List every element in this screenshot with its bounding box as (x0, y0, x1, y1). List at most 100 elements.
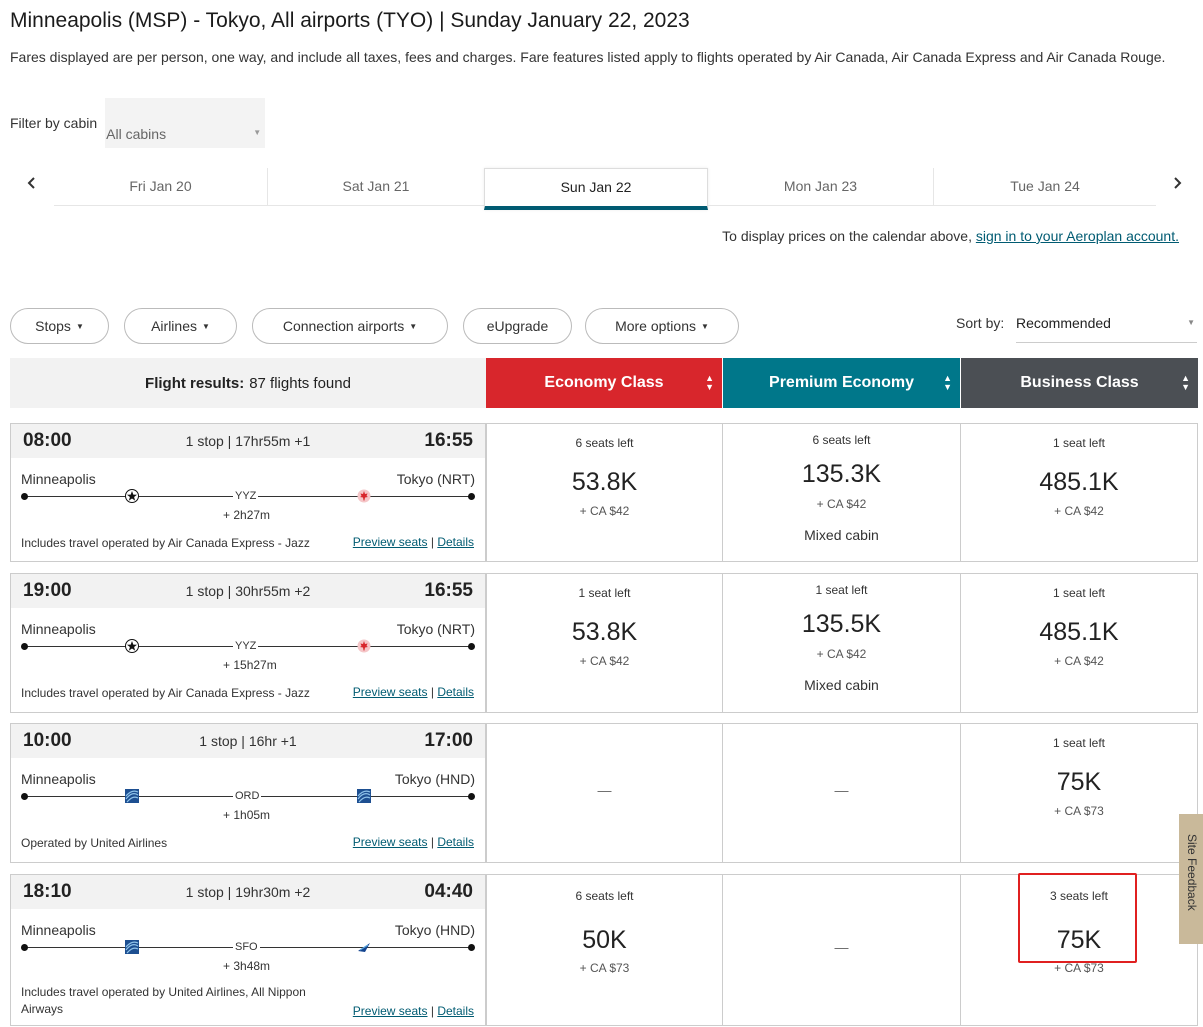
departure-time: 10:00 (23, 730, 72, 751)
preview-seats-link[interactable]: Preview seats (352, 835, 428, 849)
fare-unavailable: — (597, 782, 612, 798)
premium-economy-header[interactable]: Premium Economy ▲ ▼ (723, 358, 960, 408)
date-tab-sun-jan-22[interactable]: Sun Jan 22 (484, 168, 708, 210)
route-start-dot (21, 944, 28, 951)
route-end-dot (468, 793, 475, 800)
departure-time: 08:00 (23, 430, 72, 451)
seats-left: 1 seat left (578, 586, 631, 600)
details-link[interactable]: Details (437, 535, 474, 549)
sort-select[interactable]: Recommended ▼ (1016, 310, 1197, 343)
fare-cell-premium: — (722, 874, 961, 1026)
preview-seats-link[interactable]: Preview seats (352, 685, 428, 699)
route-end-dot (468, 493, 475, 500)
united-globe-icon (357, 789, 371, 803)
route-start-dot (21, 643, 28, 650)
fare-taxes: + CA $42 (816, 497, 867, 511)
flight-card: 18:10 1 stop | 19hr30m +2 04:40 Minneapo… (10, 874, 486, 1026)
origin-city: Minneapolis (21, 922, 96, 938)
details-link[interactable]: Details (437, 835, 474, 849)
selected-fare-highlight (1018, 873, 1137, 963)
departure-time: 18:10 (23, 881, 72, 902)
maple-leaf-icon (357, 489, 371, 503)
prev-date-arrow-icon[interactable] (22, 176, 42, 195)
fare-points: 135.3K (801, 460, 882, 488)
destination-city: Tokyo (NRT) (396, 621, 475, 637)
layover-time: + 2h27m (223, 508, 271, 522)
fare-cell-business[interactable]: 1 seat left 485.1K + CA $42 (960, 573, 1198, 713)
airlines-filter-button[interactable]: Airlines ▼ (124, 308, 237, 344)
stops-duration: 1 stop | 30hr55m +2 (185, 583, 311, 599)
fare-cell-premium[interactable]: 6 seats left 135.3K + CA $42 Mixed cabin (722, 423, 961, 562)
date-tab-tue-jan-24[interactable]: Tue Jan 24 (934, 168, 1156, 206)
link-separator: | (430, 685, 434, 699)
fare-cell-business[interactable]: 1 seat left 75K + CA $73 (960, 723, 1198, 863)
route-end-dot (468, 944, 475, 951)
fare-points: 50K (582, 926, 627, 954)
fare-cell-business[interactable]: 1 seat left 485.1K + CA $42 (960, 423, 1198, 562)
eupgrade-button[interactable]: eUpgrade (463, 308, 572, 344)
details-link[interactable]: Details (437, 1004, 474, 1018)
fare-points: 53.8K (571, 618, 638, 646)
cabin-select-value: All cabins (106, 126, 167, 142)
origin-city: Minneapolis (21, 621, 96, 637)
flight-results-header: Flight results: 87 flights found (10, 358, 486, 408)
date-tab-mon-jan-23[interactable]: Mon Jan 23 (708, 168, 934, 206)
fare-cell-economy[interactable]: 6 seats left 53.8K + CA $42 (486, 423, 723, 562)
united-globe-icon (125, 940, 139, 954)
connection-airports-button[interactable]: Connection airports ▼ (252, 308, 448, 344)
fare-taxes: + CA $42 (816, 647, 867, 661)
fare-unavailable: — (834, 939, 849, 955)
flight-card: 19:00 1 stop | 30hr55m +2 16:55 Minneapo… (10, 573, 486, 713)
connection-airport: ORD (233, 790, 262, 802)
link-separator: | (430, 1004, 434, 1018)
fare-points: 485.1K (1039, 468, 1119, 496)
operator-note: Includes travel operated by Air Canada E… (21, 686, 310, 700)
fare-taxes: + CA $73 (1054, 961, 1104, 975)
date-tab-sat-jan-21[interactable]: Sat Jan 21 (268, 168, 484, 206)
caret-down-icon: ▼ (201, 321, 210, 331)
business-class-header[interactable]: Business Class ▲ ▼ (961, 358, 1198, 408)
sort-value: Recommended (1016, 315, 1111, 331)
fare-taxes: + CA $42 (1054, 654, 1104, 668)
route-start-dot (21, 793, 28, 800)
route-start-dot (21, 493, 28, 500)
flight-links: Preview seats | Details (353, 835, 474, 849)
departure-time: 19:00 (23, 580, 72, 601)
flight-summary-band (11, 724, 485, 758)
economy-class-header[interactable]: Economy Class ▲ ▼ (486, 358, 722, 408)
signin-link[interactable]: sign in to your Aeroplan account. (975, 228, 1179, 244)
flight-card: 08:00 1 stop | 17hr55m +1 16:55 Minneapo… (10, 423, 486, 562)
seats-left: 1 seat left (1052, 736, 1106, 750)
fare-cell-premium[interactable]: 1 seat left 135.5K + CA $42 Mixed cabin (722, 573, 961, 713)
eupgrade-label: eUpgrade (486, 318, 549, 334)
fare-points: 53.8K (571, 468, 638, 496)
next-date-arrow-icon[interactable] (1167, 176, 1187, 195)
ana-icon (357, 940, 371, 954)
chevron-down-icon: ▼ (1187, 318, 1195, 327)
stops-filter-button[interactable]: Stops ▼ (10, 308, 109, 344)
more-options-button[interactable]: More options ▼ (585, 308, 739, 344)
details-link[interactable]: Details (437, 685, 474, 699)
flight-links: Preview seats | Details (353, 685, 474, 699)
fare-cell-business[interactable]: 3 seats left 75K + CA $73 (960, 874, 1198, 1026)
fare-points: 75K (1056, 926, 1102, 954)
caret-down-icon: ▼ (409, 321, 418, 331)
page-title: Minneapolis (MSP) - Tokyo, All airports … (10, 9, 690, 32)
connection-airport: YYZ (233, 640, 259, 652)
fare-points: 485.1K (1039, 618, 1119, 646)
date-tab-fri-jan-20[interactable]: Fri Jan 20 (54, 168, 268, 206)
chevron-down-icon: ▼ (253, 128, 262, 137)
fare-cell-economy[interactable]: 6 seats left 50K + CA $73 (486, 874, 723, 1026)
fare-cell-economy[interactable]: 1 seat left 53.8K + CA $42 (486, 573, 723, 713)
results-label: Flight results: (145, 374, 245, 392)
preview-seats-link[interactable]: Preview seats (352, 535, 428, 549)
cabin-select[interactable]: All cabins ▼ (105, 98, 266, 148)
seats-left: 6 seats left (812, 433, 871, 447)
seats-left: 1 seat left (1052, 436, 1106, 450)
preview-seats-link[interactable]: Preview seats (352, 1004, 428, 1018)
site-feedback-tab[interactable]: Site Feedback (1179, 814, 1203, 944)
origin-city: Minneapolis (21, 471, 96, 487)
fare-points: 75K (1056, 768, 1102, 796)
signin-prompt: To display prices on the calendar above,… (722, 228, 1179, 244)
results-count: 87 flights found (249, 374, 351, 392)
